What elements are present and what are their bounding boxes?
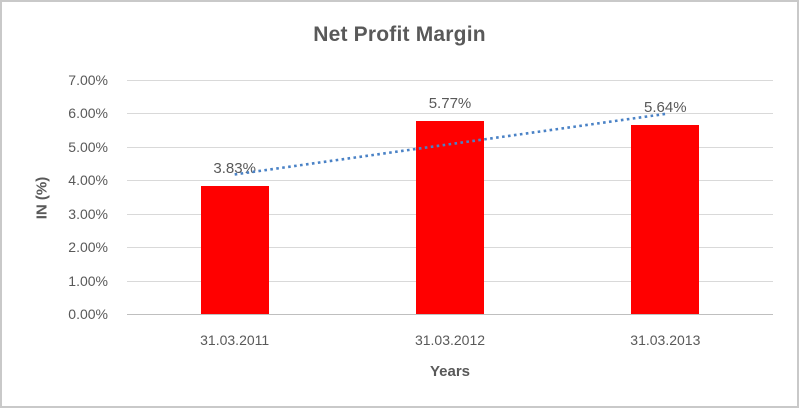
bar: [416, 121, 484, 314]
x-axis-title: Years: [429, 363, 471, 380]
bar: [631, 125, 700, 314]
gridline: [127, 80, 773, 81]
bar: [200, 185, 269, 314]
x-tick-label: 31.03.2011: [200, 332, 270, 348]
y-tick-label: 7.00%: [68, 72, 108, 88]
y-tick-label: 4.00%: [68, 172, 108, 189]
y-tick-label: 3.00%: [68, 205, 108, 222]
chart-title: Net Profit Margin: [313, 23, 486, 46]
y-tick-label: 6.00%: [68, 105, 108, 122]
bar-data-label: 3.83%: [213, 159, 256, 177]
bar-data-label: 5.64%: [644, 99, 687, 117]
y-tick-label: 5.00%: [68, 138, 108, 155]
x-tick-label: 31.03.2012: [414, 332, 486, 348]
y-tick-label: 1.00%: [68, 272, 108, 289]
y-tick-label: 0.00%: [68, 306, 108, 322]
bar-data-label: 5.77%: [428, 95, 472, 113]
x-tick-label: 31.03.2013: [630, 332, 701, 348]
plot-area: 3.83% 5.77% 5.64%: [127, 80, 773, 315]
x-axis-line: [127, 314, 773, 315]
y-tick-label: 2.00%: [68, 239, 108, 256]
